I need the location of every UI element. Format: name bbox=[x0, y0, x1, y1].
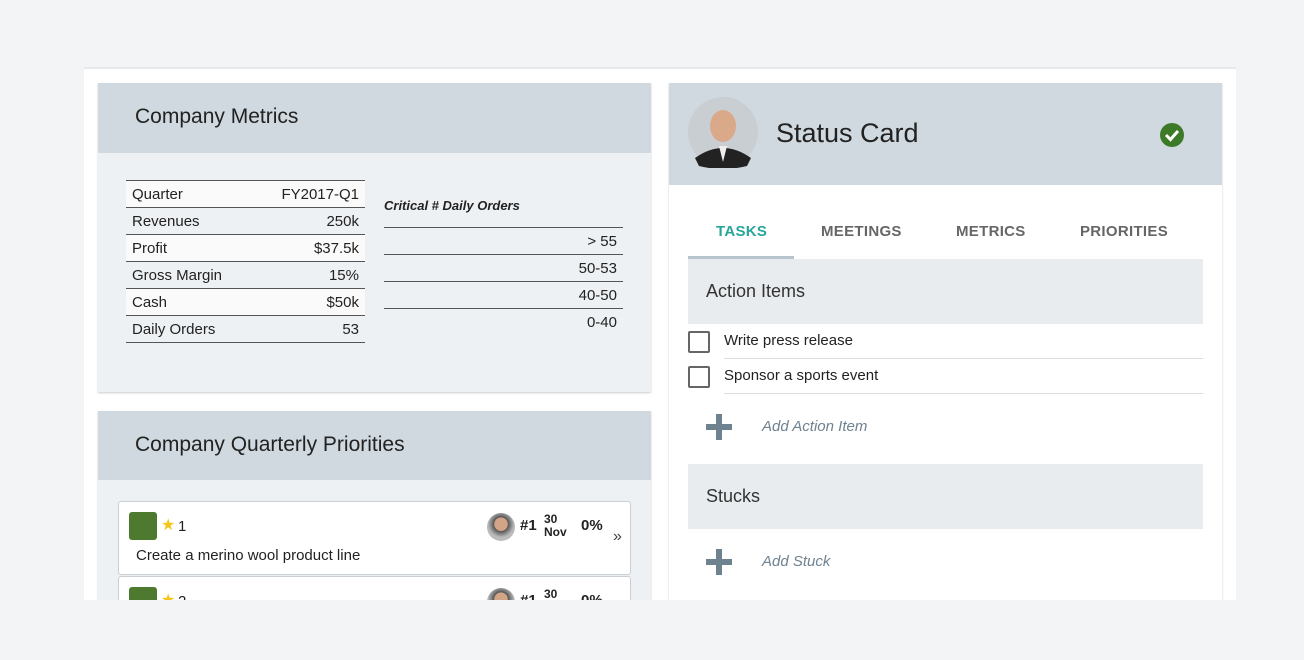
tab-underline bbox=[688, 256, 794, 259]
metric-row: Revenues 250k bbox=[126, 207, 365, 235]
legend-swatch-cell bbox=[384, 227, 430, 255]
card-title: Status Card bbox=[776, 118, 919, 148]
legend-swatch-cell bbox=[384, 254, 430, 282]
legend-label: 50-53 bbox=[429, 254, 623, 282]
priority-percent: 0% bbox=[581, 592, 603, 600]
card-header: Company Quarterly Priorities bbox=[98, 411, 651, 480]
add-icon[interactable] bbox=[706, 414, 732, 440]
legend-row: > 55 bbox=[384, 227, 623, 255]
legend-row: 0-40 bbox=[384, 308, 623, 335]
metrics-card: Company Metrics Quarter FY2017-Q1 Revenues… bbox=[98, 83, 651, 392]
section-header: Stucks bbox=[688, 464, 1203, 529]
legend-swatch-cell bbox=[384, 308, 430, 335]
priority-rank: #1 bbox=[520, 517, 537, 534]
add-link[interactable]: Add Action Item bbox=[762, 418, 868, 435]
star: ★ bbox=[161, 590, 175, 600]
tab[interactable]: MEETINGS bbox=[821, 223, 902, 240]
tab[interactable]: PRIORITIES bbox=[1080, 223, 1169, 240]
card-title: Company Quarterly Priorities bbox=[135, 433, 405, 456]
legend-table: > 55 50-53 40-50 0-40 bbox=[384, 227, 623, 335]
metric-value: $50k bbox=[253, 288, 365, 316]
priorities-card: Company Quarterly Priorities ★ 1 #1 30 Nov 0%… bbox=[98, 411, 651, 600]
plus-v bbox=[716, 549, 722, 575]
metrics-table: Quarter FY2017-Q1 Revenues 250k Profit $37.5k… bbox=[126, 180, 365, 343]
metric-label: Cash bbox=[126, 288, 254, 316]
priority-item[interactable]: ★2#1300%» bbox=[118, 576, 631, 600]
metric-row: Cash $50k bbox=[126, 288, 365, 316]
metric-row: Gross Margin 15% bbox=[126, 261, 365, 289]
add-icon[interactable] bbox=[706, 549, 732, 575]
task-item: Write press release bbox=[724, 324, 1203, 359]
priority-text: Create a merino wool product line bbox=[136, 547, 361, 564]
card-title: Company Metrics bbox=[135, 105, 299, 128]
priority-color bbox=[129, 587, 157, 600]
card-header: Company Metrics bbox=[98, 83, 651, 153]
metric-label: Profit bbox=[126, 234, 254, 262]
plus-v bbox=[716, 414, 722, 440]
priority-rank: #1 bbox=[520, 592, 537, 600]
add-link[interactable]: Add Stuck bbox=[762, 553, 831, 570]
checkbox[interactable] bbox=[688, 366, 710, 388]
checkbox[interactable] bbox=[688, 331, 710, 353]
metric-value: 15% bbox=[253, 261, 365, 289]
section-title: Stucks bbox=[706, 486, 761, 506]
avatar bbox=[688, 97, 758, 168]
metric-value: 53 bbox=[253, 315, 365, 343]
star: ★ bbox=[161, 517, 176, 534]
dashboard: Company Metrics Quarter FY2017-Q1 Revenues… bbox=[84, 67, 1236, 600]
task-item: Sponsor a sports event bbox=[724, 359, 1203, 394]
metric-row: Daily Orders 53 bbox=[126, 315, 365, 343]
tab[interactable]: TASKS bbox=[716, 223, 768, 240]
metric-value: $37.5k bbox=[253, 234, 365, 262]
metric-label: Quarter bbox=[126, 180, 254, 208]
priority-number: 2 bbox=[178, 593, 186, 600]
legend-swatch-cell bbox=[384, 281, 430, 309]
metric-value: 250k bbox=[253, 207, 365, 235]
due-day: 30 bbox=[544, 587, 558, 600]
card-header: Status Card bbox=[669, 83, 1222, 185]
priority-percent: 0% bbox=[581, 517, 603, 534]
metric-label: Gross Margin bbox=[126, 261, 254, 289]
legend-label: 40-50 bbox=[429, 281, 623, 309]
metric-row: Profit $37.5k bbox=[126, 234, 365, 262]
due-month: Nov bbox=[544, 525, 567, 539]
priority-number: 1 bbox=[178, 518, 187, 535]
status-card: Status Card TASKS MEETINGS METRICS PRIORITI… bbox=[669, 83, 1222, 600]
legend-row: 40-50 bbox=[384, 281, 623, 309]
section-header: Action Items bbox=[688, 259, 1203, 324]
metric-value: FY2017-Q1 bbox=[253, 180, 365, 208]
priority-color bbox=[129, 512, 157, 540]
priority-item[interactable]: ★ 1 #1 30 Nov 0% » Create a merino wool product… bbox=[118, 501, 631, 575]
tab[interactable]: METRICS bbox=[956, 223, 1026, 240]
due-day: 30 bbox=[544, 512, 558, 526]
owner-avatar bbox=[487, 513, 515, 541]
legend-row: 50-53 bbox=[384, 254, 623, 282]
metric-row: Quarter FY2017-Q1 bbox=[126, 180, 365, 208]
expand-arrow[interactable]: » bbox=[613, 528, 622, 545]
legend-label: > 55 bbox=[429, 227, 623, 255]
legend-label: 0-40 bbox=[429, 308, 623, 335]
legend-title: Critical # Daily Orders bbox=[384, 198, 520, 213]
section-title: Action Items bbox=[706, 281, 806, 301]
metric-label: Daily Orders bbox=[126, 315, 254, 343]
metric-label: Revenues bbox=[126, 207, 254, 235]
status-check bbox=[1160, 123, 1184, 147]
owner-avatar bbox=[487, 588, 515, 600]
